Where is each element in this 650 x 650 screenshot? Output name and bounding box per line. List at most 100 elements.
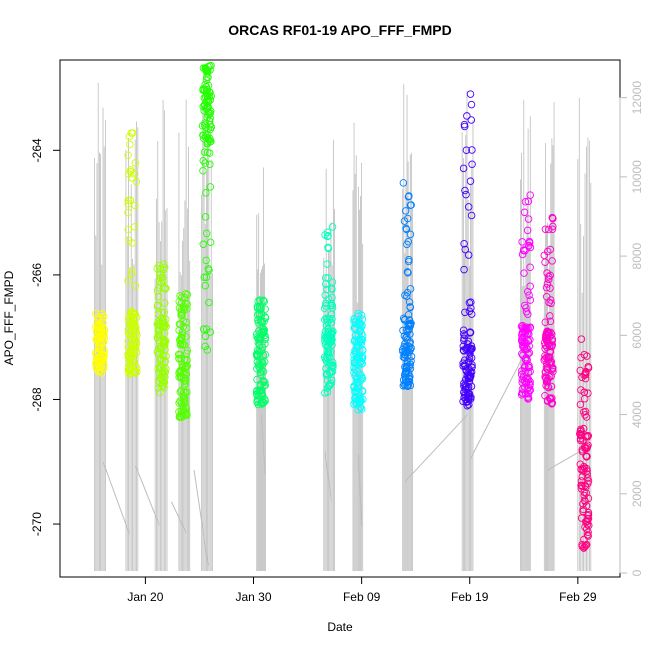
- data-point: [526, 282, 534, 291]
- data-point: [329, 361, 337, 370]
- data-point: [467, 211, 476, 220]
- right-tick-label: 4000: [630, 401, 644, 428]
- data-point: [257, 318, 266, 326]
- data-point: [161, 285, 169, 293]
- data-point: [407, 352, 416, 361]
- data-point: [468, 146, 476, 154]
- x-axis: Jan 20 Jan 30 Feb 09 Feb 19 Feb 29: [127, 576, 597, 604]
- data-point: [127, 307, 136, 315]
- data-point: [578, 472, 587, 481]
- data-point: [402, 333, 410, 342]
- data-point: [254, 400, 262, 409]
- right-axis: 0 2000 4000 6000 8000 10000 12000: [619, 81, 644, 576]
- data-point: [352, 399, 361, 408]
- altitude-leg: [547, 449, 583, 471]
- data-point: [253, 333, 261, 341]
- data-point: [520, 363, 529, 372]
- data-point: [546, 284, 554, 292]
- data-point: [526, 296, 535, 304]
- data-point: [161, 337, 169, 346]
- data-point: [351, 331, 360, 340]
- plot-frame: [59, 59, 621, 578]
- data-point: [176, 367, 184, 376]
- data-point: [203, 69, 211, 77]
- data-point: [525, 291, 533, 299]
- data-point: [326, 301, 335, 310]
- data-point: [157, 278, 166, 287]
- data-point: [467, 342, 476, 350]
- data-point: [405, 374, 414, 383]
- data-point: [259, 399, 267, 407]
- data-point: [177, 374, 186, 382]
- data-point: [254, 297, 262, 305]
- data-point: [579, 424, 588, 433]
- data-point: [96, 334, 105, 342]
- data-point: [204, 135, 213, 143]
- data-point: [524, 395, 532, 403]
- data-point: [583, 470, 591, 478]
- data-point: [127, 270, 136, 278]
- data-point: [124, 196, 132, 205]
- data-point: [176, 412, 184, 421]
- data-point: [461, 308, 469, 317]
- data-point: [160, 308, 169, 316]
- data-point: [255, 347, 263, 356]
- data-point: [206, 125, 214, 134]
- data-point: [581, 411, 589, 419]
- data-point: [404, 321, 412, 329]
- data-point: [126, 369, 135, 378]
- data-point: [125, 320, 134, 329]
- data-point: [95, 322, 104, 330]
- data-point: [583, 352, 591, 360]
- data-point: [202, 256, 210, 265]
- data-point: [520, 332, 529, 341]
- data-point: [355, 319, 363, 328]
- data-point: [353, 347, 361, 355]
- altitude-leg: [193, 469, 209, 566]
- data-point: [579, 500, 587, 508]
- data-point: [577, 481, 585, 490]
- data-point: [131, 281, 140, 290]
- data-point: [156, 356, 165, 365]
- data-point: [260, 317, 268, 326]
- x-tick-label: Feb 19: [451, 590, 489, 604]
- data-point: [405, 325, 413, 333]
- data-point: [404, 269, 412, 277]
- data-point: [518, 250, 527, 259]
- data-point: [200, 121, 209, 129]
- data-point: [326, 333, 334, 342]
- data-point: [154, 292, 163, 301]
- data-point: [158, 308, 166, 317]
- data-point: [127, 166, 135, 174]
- data-point: [323, 349, 332, 357]
- chart-title: ORCAS RF01-19 APO_FFF_FMPD: [228, 22, 452, 38]
- data-point: [128, 174, 136, 182]
- data-point: [177, 311, 185, 319]
- data-point: [459, 359, 467, 368]
- data-point: [357, 372, 366, 380]
- data-point: [467, 116, 476, 124]
- data-point: [462, 146, 471, 154]
- data-point: [465, 299, 474, 307]
- altitude-leg: [102, 461, 130, 534]
- data-point: [181, 375, 190, 383]
- data-point: [325, 368, 334, 377]
- data-point: [357, 405, 366, 413]
- data-point: [125, 132, 134, 141]
- data-point: [403, 335, 412, 344]
- data-point: [580, 464, 589, 472]
- data-point: [206, 328, 215, 336]
- data-point: [203, 346, 212, 354]
- x-tick-label: Feb 09: [343, 590, 381, 604]
- data-point: [351, 366, 359, 374]
- right-tick-label: 0: [630, 569, 644, 576]
- data-point: [261, 305, 269, 313]
- data-point: [401, 348, 410, 357]
- data-point: [525, 363, 534, 372]
- data-point: [576, 400, 585, 409]
- data-point: [544, 275, 553, 284]
- data-point: [175, 408, 183, 416]
- altitude-leg: [324, 450, 332, 502]
- y-axis-label: APO_FFF_FMPD: [2, 270, 16, 365]
- data-point: [204, 265, 213, 273]
